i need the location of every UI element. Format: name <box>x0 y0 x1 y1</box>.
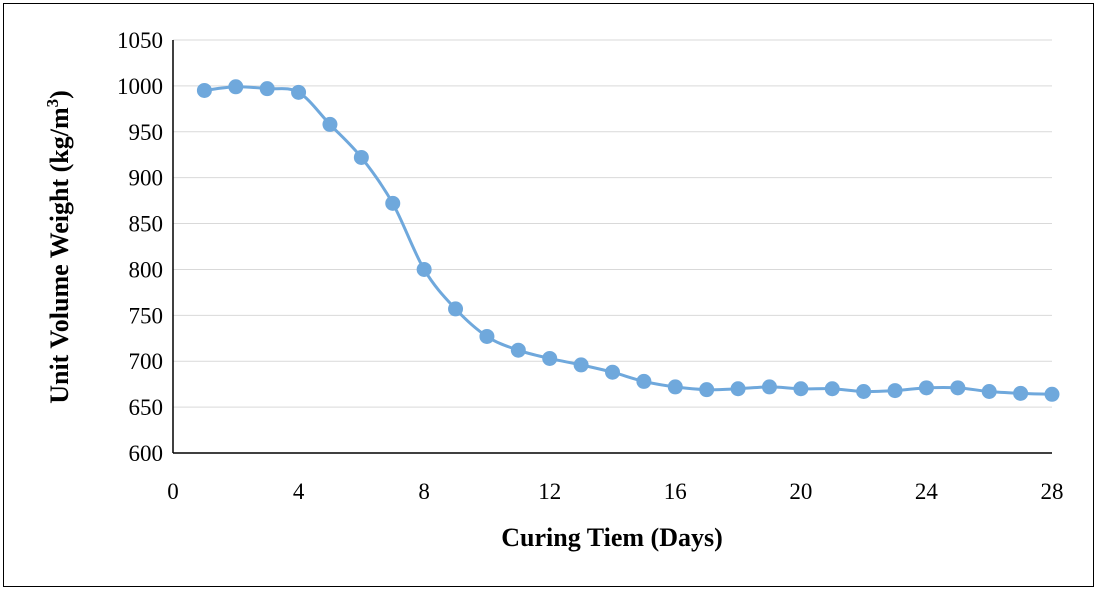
axes <box>172 40 1052 454</box>
y-axis-title: Unit Volume Weight (kg/m3) <box>43 90 74 404</box>
data-point <box>573 357 589 373</box>
data-points <box>196 79 1060 402</box>
data-point <box>856 384 872 400</box>
x-tick-label: 16 <box>664 479 687 504</box>
x-axis-title: Curing Tiem (Days) <box>501 523 723 552</box>
data-point <box>385 195 401 211</box>
data-point <box>228 79 244 95</box>
y-tick-label: 900 <box>129 166 164 191</box>
x-tick-label: 12 <box>538 479 561 504</box>
series-line <box>204 85 1053 396</box>
data-point <box>259 81 275 97</box>
data-point <box>1013 385 1029 401</box>
y-tick-label: 800 <box>129 257 164 282</box>
y-tick-label: 850 <box>129 212 164 237</box>
y-tick-label: 750 <box>129 303 164 328</box>
y-tick-label: 950 <box>129 120 164 145</box>
data-point <box>1044 386 1060 402</box>
y-tick-label: 700 <box>129 349 164 374</box>
data-point <box>322 116 338 132</box>
data-point <box>918 380 934 396</box>
x-tick-label: 28 <box>1041 479 1064 504</box>
data-point <box>510 342 526 358</box>
y-tick-label: 650 <box>129 395 164 420</box>
data-point <box>761 379 777 395</box>
y-tick-label: 600 <box>129 441 164 466</box>
data-point <box>291 84 307 100</box>
data-point <box>605 364 620 380</box>
gridlines <box>173 39 1052 408</box>
y-tick-label: 1050 <box>117 28 163 53</box>
y-tick-label: 1000 <box>117 74 163 99</box>
data-point <box>416 261 432 277</box>
data-point <box>730 381 746 397</box>
data-point <box>950 380 966 396</box>
x-tick-label: 8 <box>418 479 430 504</box>
y-tick-labels: 600 650 700 750 800 850 900 950 1000 1050 <box>117 28 163 466</box>
chart-frame <box>3 3 1094 587</box>
data-point <box>699 382 715 398</box>
data-point <box>887 383 903 399</box>
data-point <box>793 381 809 397</box>
x-tick-labels: 0 4 8 12 16 20 24 28 <box>167 479 1063 504</box>
data-point <box>196 82 212 98</box>
data-point <box>353 149 369 165</box>
x-tick-label: 4 <box>293 479 305 504</box>
x-tick-label: 20 <box>789 479 812 504</box>
data-point <box>479 328 495 344</box>
data-point <box>636 373 652 389</box>
data-point <box>448 301 464 317</box>
data-point <box>824 381 840 397</box>
x-tick-label: 0 <box>167 479 179 504</box>
x-tick-label: 24 <box>915 479 939 504</box>
data-point <box>981 384 997 400</box>
data-point <box>542 350 558 366</box>
data-point <box>667 379 683 395</box>
